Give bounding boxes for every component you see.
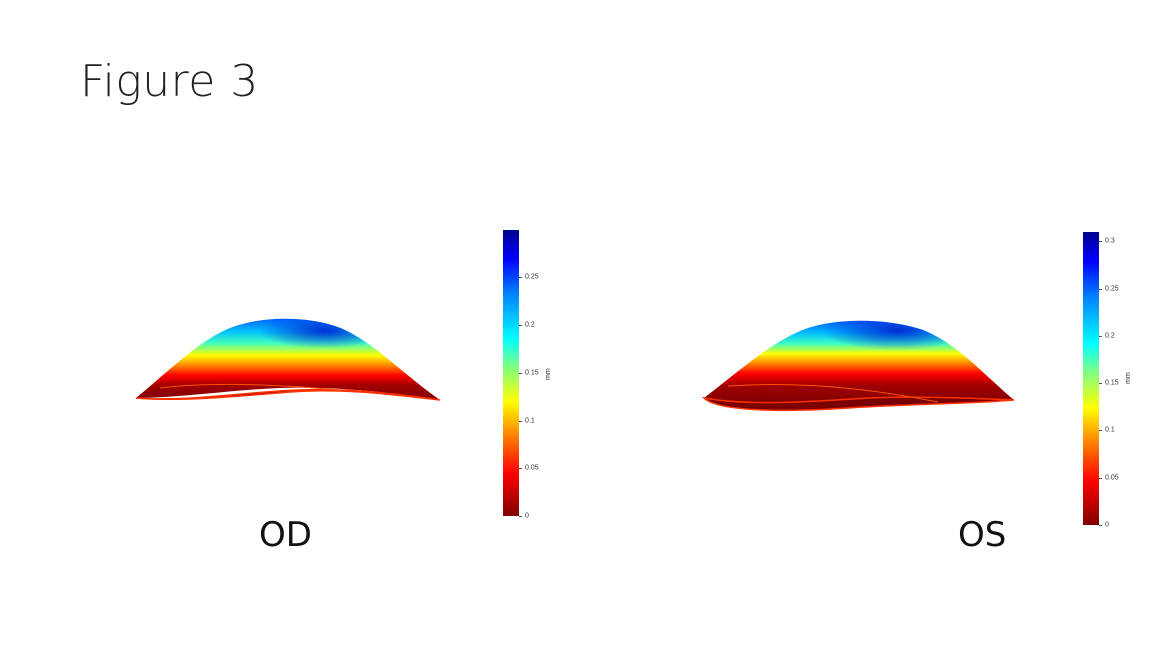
od-tick-mark <box>519 277 522 278</box>
od-tick-label: 0.05 <box>525 464 539 472</box>
od-label: OD <box>259 515 312 555</box>
os-colorbar-unit: mm <box>1125 372 1132 384</box>
os-tick-label: 0.15 <box>1105 379 1119 387</box>
od-tick-mark <box>519 516 522 517</box>
od-colorbar-unit: mm <box>545 368 552 380</box>
od-tick-mark <box>519 325 522 326</box>
os-tick-mark <box>1099 478 1102 479</box>
os-tick-label: 0.25 <box>1105 285 1119 293</box>
os-colorbar <box>1083 232 1099 525</box>
od-colorbar-ticks: 0 0.05 0.1 0.15 0.2 0.25 mm <box>503 230 563 520</box>
od-surface-plot <box>135 318 441 401</box>
od-tick-label: 0.15 <box>525 369 539 377</box>
os-tick-label: 0.3 <box>1105 237 1115 245</box>
od-tick-label: 0 <box>525 512 529 520</box>
os-colorbar-ticks: 0 0.05 0.1 0.15 0.2 0.25 0.3 mm <box>1083 232 1143 529</box>
od-tick-mark <box>519 468 522 469</box>
os-tick-mark <box>1099 525 1102 526</box>
od-tick-label: 0.2 <box>525 321 535 329</box>
os-surface-plot <box>701 320 1015 412</box>
od-tick-mark <box>519 421 522 422</box>
os-label: OS <box>958 515 1007 555</box>
od-colorbar <box>503 230 519 516</box>
os-tick-mark <box>1099 289 1102 290</box>
os-tick-mark <box>1099 336 1102 337</box>
os-tick-mark <box>1099 241 1102 242</box>
od-tick-mark <box>519 373 522 374</box>
od-tick-label: 0.1 <box>525 417 535 425</box>
os-tick-label: 0.2 <box>1105 332 1115 340</box>
os-tick-label: 0.05 <box>1105 474 1119 482</box>
od-tick-label: 0.25 <box>525 273 539 281</box>
os-tick-mark <box>1099 430 1102 431</box>
os-tick-mark <box>1099 383 1102 384</box>
slide-title: Figure 3 <box>80 56 259 107</box>
os-tick-label: 0 <box>1105 521 1109 529</box>
os-tick-label: 0.1 <box>1105 426 1115 434</box>
